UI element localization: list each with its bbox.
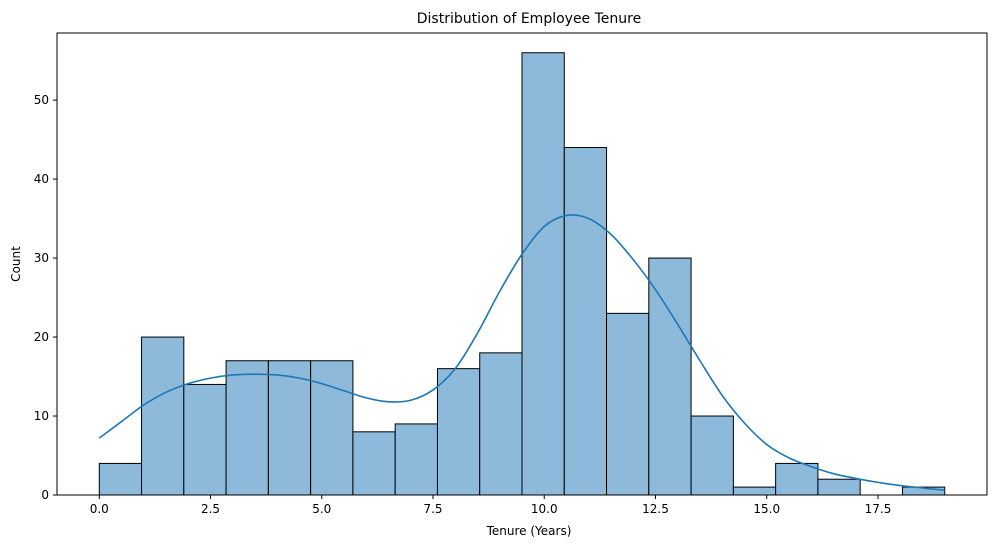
x-axis-label: Tenure (Years) xyxy=(486,524,572,538)
histogram-bar xyxy=(183,383,227,496)
y-tick-label: 0 xyxy=(41,488,49,502)
histogram-bar xyxy=(563,147,608,496)
x-tick-label: 7.5 xyxy=(423,502,442,516)
x-axis-ticks: 0.0 2.5 5.0 7.5 10.0 12.5 15.0 17.5 xyxy=(90,495,892,516)
x-tick-label: 2.5 xyxy=(201,502,220,516)
x-tick-label: 15.0 xyxy=(753,502,780,516)
histogram-bar xyxy=(352,431,396,496)
x-tick-label: 10.0 xyxy=(531,502,558,516)
histogram-bar xyxy=(267,360,312,496)
histogram-bar xyxy=(690,415,734,496)
histogram-bar xyxy=(310,360,354,496)
histogram-bar xyxy=(436,368,481,496)
plot-frame xyxy=(56,32,988,496)
x-tick-label: 12.5 xyxy=(642,502,669,516)
x-tick-label: 17.5 xyxy=(865,502,892,516)
histogram-bar xyxy=(775,462,819,496)
chart-title: Distribution of Employee Tenure xyxy=(417,11,641,27)
y-axis-label: Count xyxy=(9,246,23,282)
y-tick-label: 40 xyxy=(34,172,49,186)
histogram-bar xyxy=(394,423,438,496)
histogram-bar xyxy=(225,360,269,496)
histogram-bar xyxy=(521,52,565,496)
y-tick-label: 30 xyxy=(34,251,49,265)
histogram-bar xyxy=(817,478,861,496)
y-axis-ticks: 0 10 20 30 40 50 xyxy=(34,93,57,502)
histogram-bar xyxy=(606,312,650,496)
histogram-bar xyxy=(98,462,143,496)
histogram-bar xyxy=(141,336,185,496)
x-tick-label: 0.0 xyxy=(90,502,109,516)
y-tick-label: 20 xyxy=(34,330,49,344)
histogram-bar xyxy=(648,257,692,496)
y-tick-label: 50 xyxy=(34,93,49,107)
histogram-bar xyxy=(479,352,523,496)
histogram-bar xyxy=(732,486,777,496)
bars-group xyxy=(98,52,946,496)
kde-curve xyxy=(98,214,945,492)
x-tick-label: 5.0 xyxy=(312,502,331,516)
y-tick-label: 10 xyxy=(34,409,49,423)
